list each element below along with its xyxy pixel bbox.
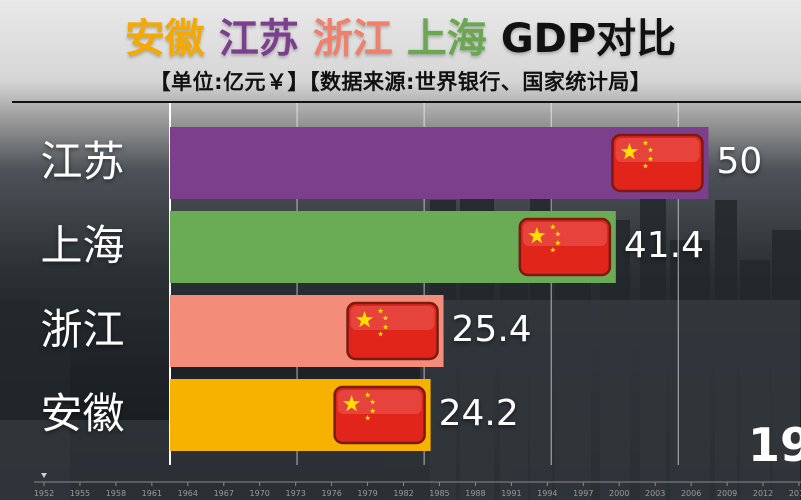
timeline-tick-label: 1970 (250, 489, 270, 498)
title-part-anhui: 安徽 (124, 16, 205, 62)
value-label: 24.2 (438, 393, 519, 434)
category-label: 江苏 (40, 137, 125, 186)
category-label: 安徽 (40, 389, 125, 438)
timeline-tick-label: 1988 (465, 489, 485, 498)
timeline-tick-label: 1955 (70, 489, 90, 498)
category-label: 浙江 (40, 305, 125, 354)
timeline-tick-label: 2012 (753, 489, 773, 498)
china-flag-icon (333, 385, 426, 445)
value-label: 50 (716, 141, 763, 182)
title-part-zhejiang: 浙江 (312, 16, 393, 62)
timeline-tick-label: 2006 (681, 489, 701, 498)
timeline-tick-label: 2000 (609, 489, 629, 498)
triangle-marker-icon[interactable] (41, 473, 47, 478)
title-divider (12, 101, 801, 103)
chart-title: 安徽 江苏 浙江 上海 GDP对比 (0, 4, 801, 66)
timeline-tick-label: 2009 (717, 489, 737, 498)
timeline-tick-label: 1982 (393, 489, 413, 498)
value-label: 25.4 (451, 309, 532, 350)
year-label: 19 (748, 418, 801, 472)
timeline-tick-label: 1985 (429, 489, 449, 498)
china-flag-icon (518, 217, 612, 277)
timeline-tick-label: 1997 (573, 489, 593, 498)
timeline-tick-label: 2003 (645, 489, 665, 498)
china-flag-icon (346, 301, 439, 361)
timeline-tick-label: 1976 (321, 489, 341, 498)
timeline-tick-label: 1979 (357, 489, 377, 498)
category-label: 上海 (40, 221, 125, 270)
chart-subtitle: 【单位:亿元￥】【数据来源:世界银行、国家统计局】 (149, 70, 652, 94)
timeline-tick-label: 1961 (142, 489, 162, 498)
title-part-shanghai: 上海 (406, 16, 487, 62)
timeline-tick-label: 1991 (501, 489, 521, 498)
timeline-axis: 1952 1955 1958 1961 1964 1967 1970 1973 1976 1979… (34, 473, 801, 498)
timeline-tick-label: 1958 (106, 489, 126, 498)
title-part-gdp: GDP对比 (500, 16, 677, 62)
timeline-tick-label: 1994 (537, 489, 557, 498)
value-label: 41.4 (623, 225, 704, 266)
timeline-tick-label: 1964 (178, 489, 198, 498)
timeline-tick-label: 1973 (285, 489, 305, 498)
title-part-jiangsu: 江苏 (218, 16, 299, 62)
timeline-tick-label: 1967 (214, 489, 234, 498)
timeline-tick-label: 2015 (789, 489, 801, 498)
china-flag-icon (611, 133, 704, 193)
timeline-tick-label: 1952 (34, 489, 54, 498)
